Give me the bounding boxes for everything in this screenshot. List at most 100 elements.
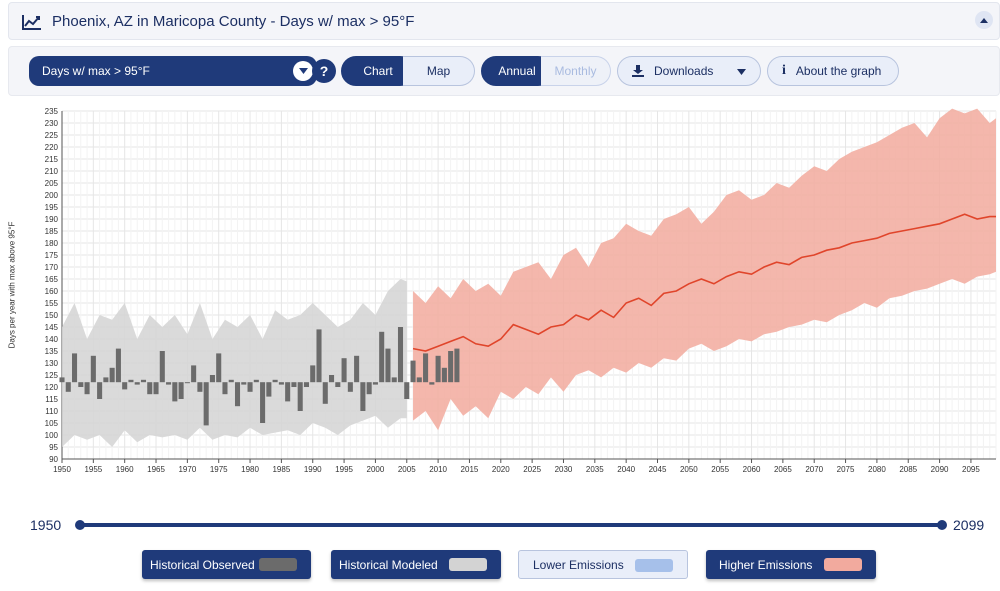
y-tick-label: 210	[45, 167, 59, 176]
x-tick-label: 2075	[837, 465, 855, 474]
y-tick-label: 160	[45, 287, 59, 296]
chart: 90 95 100 105 110 115 120 125 130 135 140 145 150 155…	[45, 107, 997, 474]
observed-bar	[360, 382, 366, 411]
y-tick-label: 95	[49, 443, 58, 452]
x-tick-label: 2065	[774, 465, 792, 474]
y-axis-label: Days per year with max above 95°F	[7, 221, 17, 349]
x-tick-label: 2050	[680, 465, 698, 474]
y-tick-label: 120	[45, 383, 59, 392]
y-tick-label: 115	[45, 395, 58, 404]
x-tick-label: 1970	[178, 465, 196, 474]
x-tick-label: 2045	[649, 465, 667, 474]
y-tick-label: 205	[45, 179, 59, 188]
x-tick-label: 2070	[805, 465, 823, 474]
observed-bar	[84, 382, 90, 395]
observed-bar	[172, 382, 178, 402]
legend-historical-observed[interactable]: Historical Observed	[142, 550, 311, 579]
observed-bar	[97, 382, 103, 399]
legend-higher-emissions[interactable]: Higher Emissions	[706, 550, 876, 579]
y-tick-label: 185	[45, 227, 59, 236]
x-tick-label: 2040	[617, 465, 635, 474]
help-button[interactable]: ?	[312, 59, 336, 83]
x-tick-label: 2030	[555, 465, 573, 474]
y-tick-label: 165	[45, 275, 59, 284]
y-tick-label: 175	[45, 251, 59, 260]
swatch	[259, 558, 297, 571]
observed-bar	[153, 382, 159, 395]
y-tick-label: 110	[45, 407, 58, 416]
observed-bar	[209, 375, 215, 383]
observed-bar	[322, 382, 328, 404]
observed-bar	[72, 353, 78, 383]
x-tick-label: 2085	[899, 465, 917, 474]
tab-monthly[interactable]: Monthly	[541, 56, 611, 86]
y-tick-label: 105	[45, 419, 59, 428]
x-tick-label: 2035	[586, 465, 604, 474]
collapse-button[interactable]	[975, 11, 993, 29]
observed-bar	[147, 382, 153, 395]
observed-bar	[391, 377, 397, 383]
observed-bar	[159, 351, 165, 383]
x-tick-label: 2090	[931, 465, 949, 474]
observed-bar	[222, 382, 228, 395]
legend-label: Historical Modeled	[339, 557, 438, 572]
observed-bar	[278, 382, 284, 385]
observed-bar	[253, 379, 259, 383]
swatch	[449, 558, 487, 571]
observed-bar	[347, 382, 353, 392]
chevron-down-icon[interactable]	[293, 61, 313, 81]
observed-bar	[448, 351, 454, 383]
observed-bar	[78, 382, 84, 387]
observed-bar	[404, 382, 410, 399]
observed-bar	[216, 353, 222, 383]
observed-bar	[191, 365, 197, 383]
about-graph-button[interactable]: i About the graph	[767, 56, 899, 86]
chevron-down-icon	[737, 69, 746, 75]
y-tick-label: 180	[45, 239, 59, 248]
observed-bar	[297, 382, 303, 411]
observed-bar	[329, 375, 335, 383]
x-tick-label: 1995	[335, 465, 353, 474]
year-range-track[interactable]	[80, 523, 942, 527]
observed-bar	[441, 367, 447, 383]
observed-bar	[65, 382, 71, 392]
legend-label: Lower Emissions	[533, 557, 624, 572]
observed-bar	[291, 382, 297, 387]
y-tick-label: 230	[45, 119, 59, 128]
range-start-handle[interactable]	[75, 520, 85, 530]
x-tick-label: 1950	[53, 465, 71, 474]
observed-bar	[109, 367, 115, 383]
observed-bar	[184, 382, 190, 384]
page-title: Phoenix, AZ in Maricopa County - Days w/…	[52, 13, 415, 30]
x-tick-label: 2060	[743, 465, 761, 474]
range-end-handle[interactable]	[937, 520, 947, 530]
observed-bar	[429, 382, 435, 385]
x-tick-label: 2095	[962, 465, 980, 474]
y-tick-label: 190	[45, 215, 59, 224]
x-tick-label: 1975	[210, 465, 228, 474]
observed-bar	[128, 379, 134, 383]
y-tick-label: 150	[45, 311, 59, 320]
observed-bar	[178, 382, 184, 399]
observed-bar	[247, 382, 253, 392]
downloads-button[interactable]: Downloads	[617, 56, 761, 86]
observed-bar	[203, 382, 209, 426]
y-tick-label: 90	[49, 455, 58, 464]
observed-bar	[303, 382, 310, 387]
legend-historical-modeled[interactable]: Historical Modeled	[331, 550, 501, 579]
tab-map[interactable]: Map	[403, 56, 475, 86]
variable-select[interactable]: Days w/ max > 95°F	[29, 56, 317, 86]
x-tick-label: 1960	[116, 465, 134, 474]
range-start-label: 1950	[30, 517, 62, 533]
observed-bar	[140, 379, 147, 383]
observed-bar	[341, 358, 347, 383]
observed-bar	[228, 379, 234, 383]
legend-lower-emissions[interactable]: Lower Emissions	[518, 550, 688, 579]
tab-chart[interactable]: Chart	[341, 56, 415, 86]
observed-bar	[385, 348, 391, 383]
variable-select-value: Days w/ max > 95°F	[42, 64, 150, 78]
x-tick-label: 2080	[868, 465, 886, 474]
y-tick-label: 130	[45, 359, 59, 368]
chevron-up-icon	[980, 18, 988, 23]
observed-bar	[310, 365, 316, 383]
